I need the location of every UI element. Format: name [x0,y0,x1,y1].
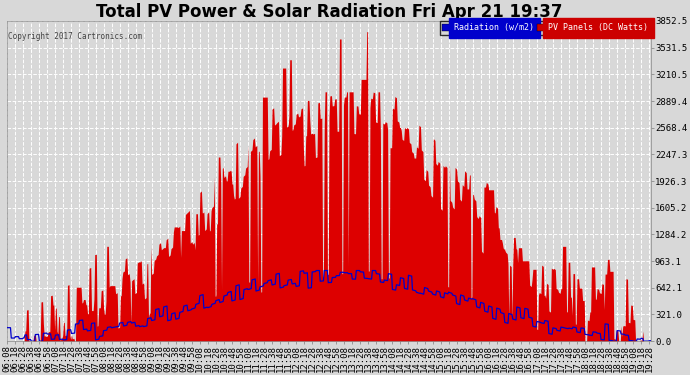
Title: Total PV Power & Solar Radiation Fri Apr 21 19:37: Total PV Power & Solar Radiation Fri Apr… [96,3,562,21]
Text: Copyright 2017 Cartronics.com: Copyright 2017 Cartronics.com [8,32,142,41]
Legend: Radiation (w/m2), PV Panels (DC Watts): Radiation (w/m2), PV Panels (DC Watts) [440,21,651,35]
